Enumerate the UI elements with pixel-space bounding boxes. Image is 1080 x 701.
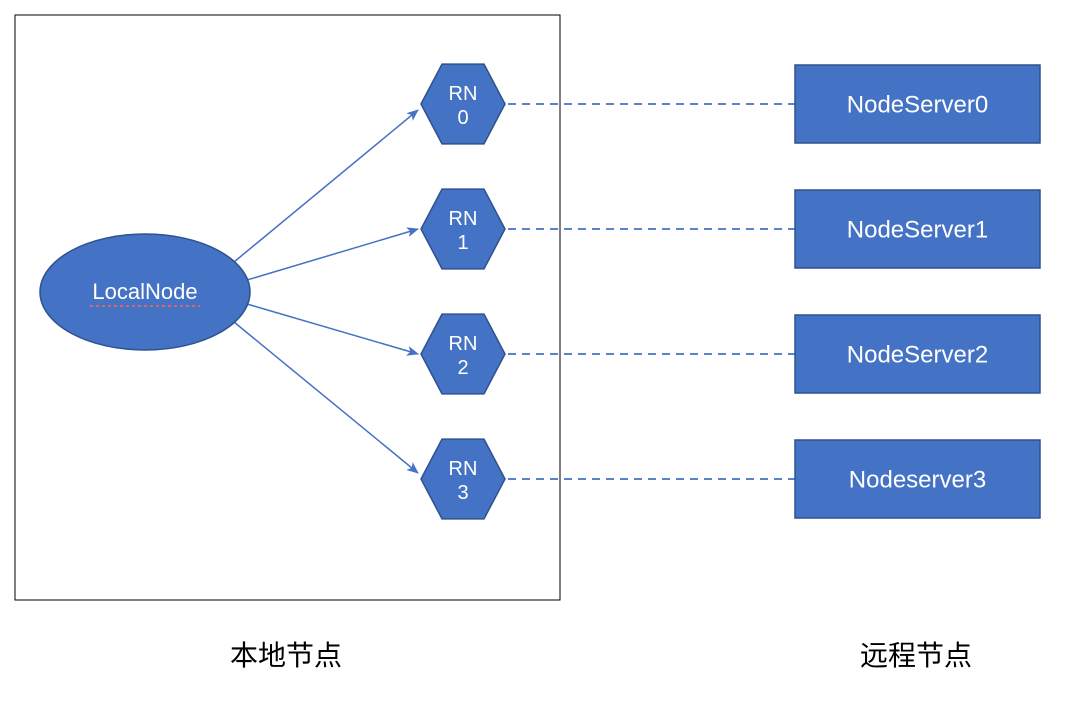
hexagon-label-top-3: RN — [449, 458, 478, 480]
hexagon-label-bot-1: 1 — [457, 232, 468, 254]
server-label-1: NodeServer1 — [847, 216, 988, 243]
server-label-2: NodeServer2 — [847, 341, 988, 368]
local-node: LocalNode — [40, 234, 250, 350]
arrow-1 — [247, 229, 418, 280]
server-label-0: NodeServer0 — [847, 91, 988, 118]
arrow-3 — [234, 322, 418, 473]
architecture-diagram: LocalNode RN0RN1RN2RN3 NodeServer0NodeSe… — [0, 0, 1080, 701]
hexagon-label-bot-3: 3 — [457, 482, 468, 504]
hexagon-label-top-0: RN — [449, 83, 478, 105]
local-node-label: LocalNode — [92, 279, 197, 304]
server-label-3: Nodeserver3 — [849, 466, 986, 493]
hexagon-label-top-2: RN — [449, 333, 478, 355]
remote-node-hexagons: RN0RN1RN2RN3 — [421, 64, 505, 519]
hexagon-label-bot-0: 0 — [457, 107, 468, 129]
arrow-0 — [234, 110, 418, 262]
arrows-group — [234, 110, 418, 473]
hexagon-label-bot-2: 2 — [457, 357, 468, 379]
local-section-label: 本地节点 — [230, 640, 342, 671]
remote-section-label: 远程节点 — [860, 640, 972, 671]
hexagon-label-top-1: RN — [449, 208, 478, 230]
arrow-2 — [247, 304, 418, 354]
dashed-links-group — [508, 104, 795, 479]
node-server-boxes: NodeServer0 NodeServer1 NodeServer2 Nodeser… — [795, 65, 1040, 518]
